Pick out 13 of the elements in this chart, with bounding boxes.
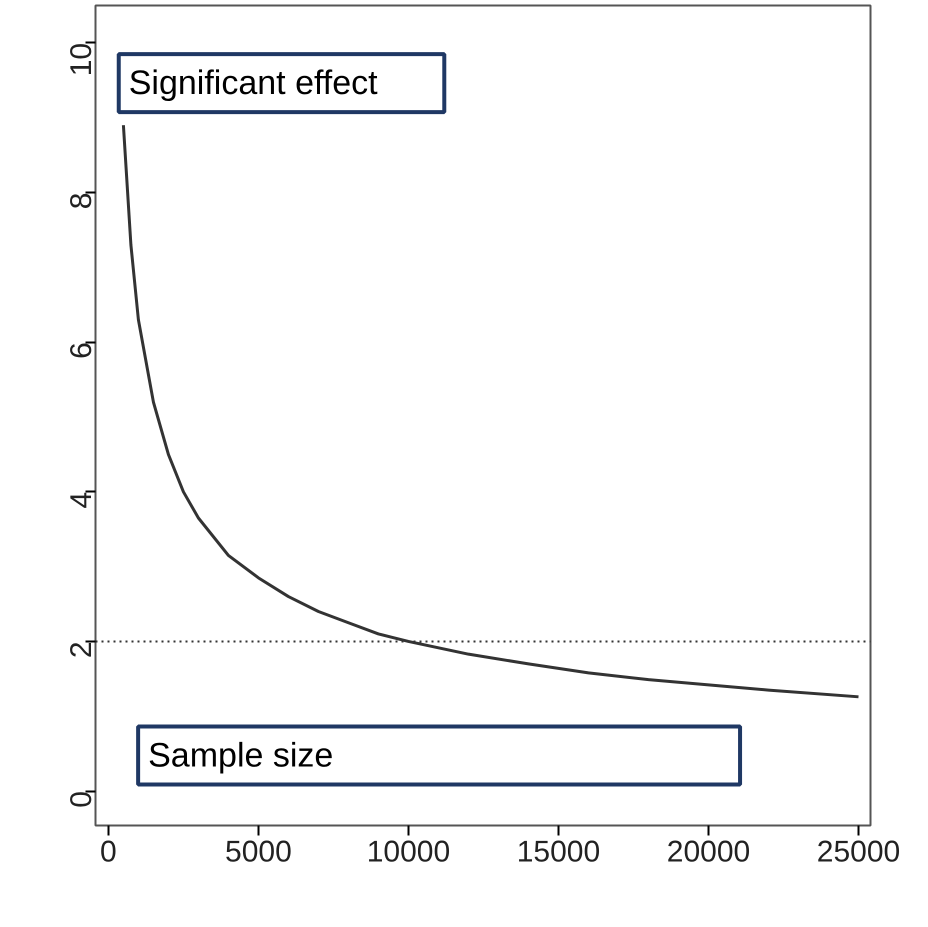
annotation: Sample size bbox=[148, 736, 334, 774]
y-tick-label: 10 bbox=[65, 42, 98, 76]
x-tick-label: 5000 bbox=[225, 836, 292, 868]
x-tick-label: 25000 bbox=[816, 836, 900, 868]
y-tick-label: 0 bbox=[65, 791, 98, 808]
y-tick-label: 2 bbox=[65, 641, 98, 658]
y-tick-label: 6 bbox=[65, 342, 98, 359]
x-tick-label: 20000 bbox=[666, 836, 750, 868]
annotation: Significant effect bbox=[128, 64, 378, 102]
y-tick-label: 4 bbox=[65, 492, 98, 508]
x-tick-label: 10000 bbox=[366, 836, 450, 868]
y-tick-label: 8 bbox=[65, 192, 98, 210]
x-tick-label: 15000 bbox=[516, 836, 600, 868]
